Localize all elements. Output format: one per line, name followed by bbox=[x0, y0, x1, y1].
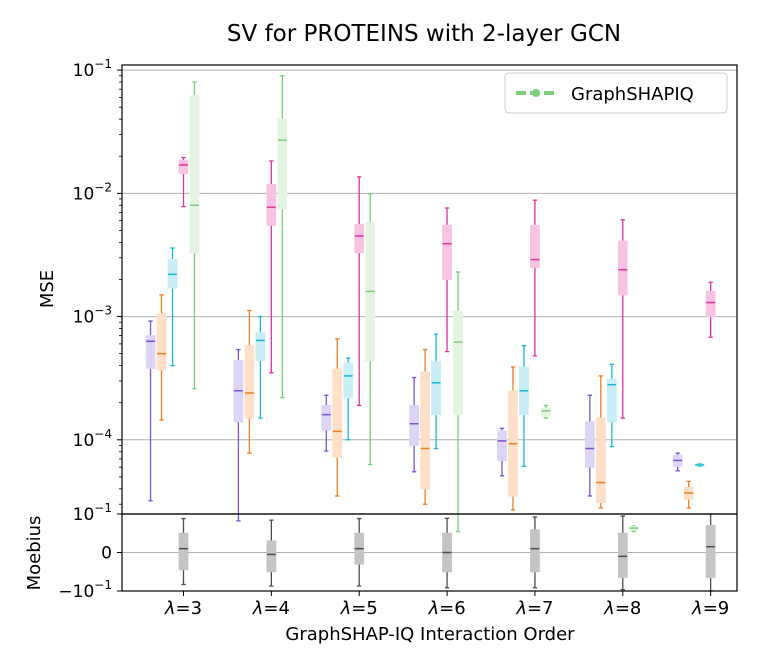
series-magenta-box bbox=[530, 199, 540, 357]
x-tick-label: λ=5 bbox=[340, 598, 378, 619]
series-green-box bbox=[365, 193, 376, 466]
box-iqr bbox=[332, 368, 343, 458]
x-tick-label: λ=9 bbox=[691, 598, 729, 619]
box-iqr bbox=[343, 362, 354, 399]
series-purple-box bbox=[409, 376, 420, 473]
series-purple-box bbox=[233, 348, 244, 522]
box-iqr bbox=[431, 361, 441, 416]
box-iqr bbox=[617, 532, 628, 579]
box-iqr bbox=[266, 540, 277, 573]
series-purple-box bbox=[145, 320, 156, 502]
series-cyan-box bbox=[606, 363, 617, 448]
box-iqr bbox=[266, 183, 277, 226]
box-iqr bbox=[530, 224, 540, 269]
series-purple-box bbox=[672, 452, 683, 472]
x-tick-label: λ=8 bbox=[603, 598, 641, 619]
box-iqr bbox=[705, 290, 716, 318]
legend-label: GraphSHAPIQ bbox=[571, 84, 694, 105]
series-gray-box bbox=[178, 517, 189, 586]
bottom-y-axis-label: Moebius bbox=[24, 516, 45, 591]
box-iqr bbox=[705, 525, 716, 579]
chart-title: SV for PROTEINS with 2-layer GCN bbox=[227, 21, 621, 47]
top-panel-boxes bbox=[145, 75, 716, 533]
box-iqr bbox=[277, 118, 288, 210]
bottom-y-tick-label: 10−1 bbox=[73, 501, 112, 525]
box-iqr bbox=[189, 95, 200, 254]
box-iqr bbox=[420, 371, 431, 490]
x-tick-label: λ=3 bbox=[164, 598, 202, 619]
series-gray-box bbox=[354, 517, 365, 587]
box-iqr bbox=[617, 240, 628, 296]
box-iqr bbox=[321, 404, 332, 431]
series-green-box bbox=[541, 404, 551, 419]
bottom-y-tick-label: 0 bbox=[101, 544, 112, 564]
series-cyan-box bbox=[694, 463, 705, 467]
x-tick-label: λ=6 bbox=[427, 598, 465, 619]
box-iqr bbox=[453, 310, 463, 416]
series-orange-box bbox=[156, 294, 167, 421]
series-orange-box bbox=[420, 348, 431, 505]
series-gray-box bbox=[530, 516, 540, 589]
box-iqr bbox=[145, 335, 156, 369]
top-y-axis-label: MSE bbox=[37, 270, 58, 308]
series-gray-box bbox=[442, 517, 452, 589]
box-iqr bbox=[354, 223, 365, 254]
box-iqr bbox=[497, 430, 507, 461]
x-tick-label: λ=4 bbox=[252, 598, 290, 619]
series-gray-box bbox=[617, 515, 628, 591]
x-axis-label: GraphSHAP-IQ Interaction Order bbox=[285, 624, 575, 645]
top-y-tick-label: 10−1 bbox=[73, 57, 112, 81]
series-cyan-box bbox=[343, 357, 354, 441]
series-orange-box bbox=[683, 480, 694, 509]
box-iqr bbox=[178, 159, 189, 174]
series-orange-box bbox=[508, 366, 518, 511]
series-green-box bbox=[453, 271, 463, 533]
box-iqr bbox=[541, 407, 551, 417]
series-orange-box bbox=[595, 375, 606, 509]
box-iqr bbox=[530, 529, 540, 573]
series-cyan-box bbox=[167, 247, 178, 367]
series-magenta-box bbox=[266, 160, 277, 374]
legend-box bbox=[504, 72, 728, 114]
box-iqr bbox=[442, 224, 452, 280]
series-orange-box bbox=[244, 309, 255, 454]
series-green-box bbox=[277, 75, 288, 399]
series-magenta-box bbox=[617, 219, 628, 419]
series-cyan-box bbox=[255, 315, 266, 419]
box-iqr bbox=[584, 421, 595, 468]
box-iqr bbox=[606, 378, 617, 423]
box-iqr bbox=[178, 532, 189, 571]
series-magenta-box bbox=[705, 281, 716, 338]
box-iqr bbox=[409, 404, 420, 446]
series-green-box bbox=[189, 81, 200, 390]
series-gray-box bbox=[266, 519, 277, 587]
series-orange-box bbox=[332, 338, 343, 497]
series-magenta-box bbox=[354, 176, 365, 407]
x-tick-label: λ=7 bbox=[515, 598, 553, 619]
box-iqr bbox=[255, 332, 266, 362]
series-magenta-box bbox=[442, 207, 452, 353]
top-panel-y-ticks: 10−110−210−310−4 bbox=[73, 57, 122, 505]
series-magenta-box bbox=[178, 156, 189, 208]
box-iqr bbox=[156, 313, 167, 371]
legend: GraphSHAPIQ bbox=[504, 72, 728, 114]
series-purple-box bbox=[584, 394, 595, 497]
series-cyan-box bbox=[431, 333, 441, 450]
box-iqr bbox=[244, 345, 255, 419]
series-purple-box bbox=[497, 427, 507, 477]
legend-dot-marker bbox=[532, 89, 540, 97]
series-green-box bbox=[628, 525, 639, 533]
x-ticks: λ=3 λ=4 λ=5 λ=6 λ=7 λ=8 λ=9 bbox=[164, 591, 729, 619]
series-cyan-box bbox=[519, 345, 529, 467]
series-purple-box bbox=[321, 394, 332, 452]
bottom-panel-boxes bbox=[178, 513, 716, 592]
box-iqr bbox=[595, 417, 606, 503]
